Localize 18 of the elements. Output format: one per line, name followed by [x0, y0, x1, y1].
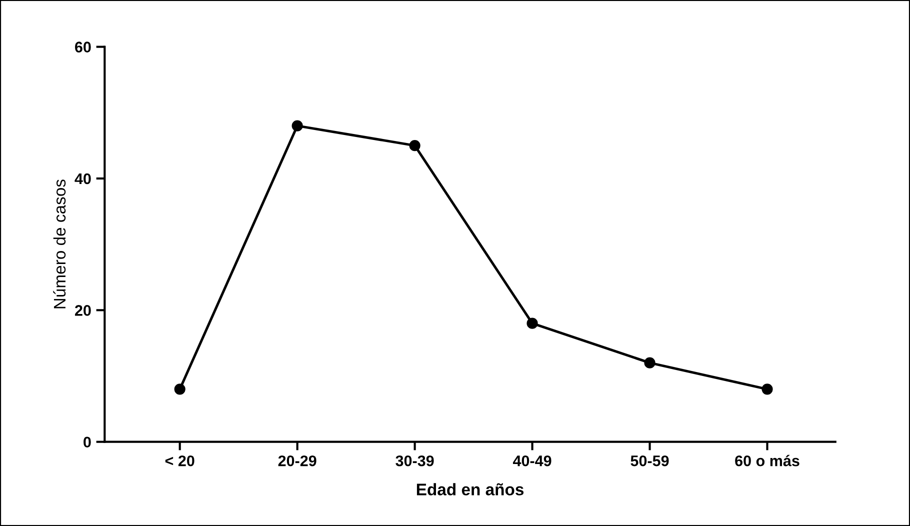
point — [644, 357, 656, 368]
x-tick-label: 20-29 — [278, 455, 316, 466]
point — [762, 384, 773, 395]
y-tick-label: 40 — [74, 173, 91, 184]
point — [292, 120, 303, 132]
y-tick-label: 60 — [75, 42, 91, 52]
y-axis-title: Número de casos — [53, 180, 66, 308]
y-tick-label: 20 — [74, 305, 91, 316]
x-tick-label: 40-49 — [512, 455, 552, 466]
point — [174, 384, 186, 395]
x-tick-label: 30-39 — [396, 455, 434, 466]
point — [409, 140, 420, 152]
x-tick-label: < 20 — [165, 455, 194, 466]
y-tick-label: 0 — [84, 436, 91, 448]
x-axis-title: Edad en años — [416, 483, 524, 496]
x-tick-label: 60 o más — [735, 454, 800, 466]
x-tick-label: 50-59 — [630, 455, 669, 466]
point — [526, 318, 538, 329]
